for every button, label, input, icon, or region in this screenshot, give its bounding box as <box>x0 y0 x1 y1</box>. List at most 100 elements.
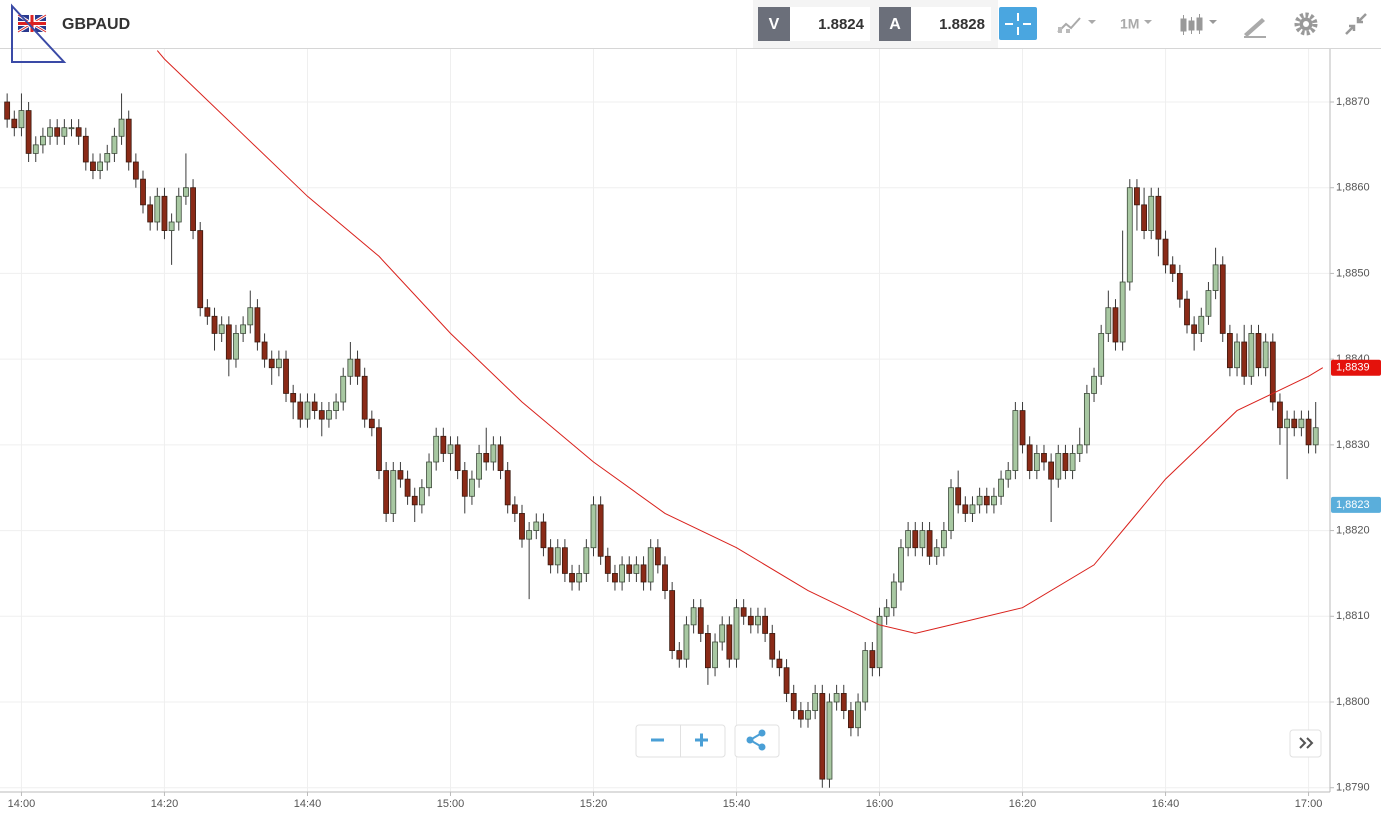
candle-body <box>1305 418 1312 446</box>
candle-body <box>783 667 790 694</box>
collapse-button[interactable] <box>1345 13 1367 35</box>
candle-body <box>597 504 604 557</box>
candle-body <box>669 590 676 651</box>
candle-body <box>318 410 325 420</box>
x-tick-label: 15:20 <box>580 798 608 810</box>
zoom-in-button[interactable] <box>695 733 708 747</box>
candle-body <box>926 530 933 557</box>
candle-body <box>197 230 204 309</box>
bid-label: V <box>769 16 780 33</box>
candle-style-button[interactable] <box>1180 14 1217 35</box>
candle-body <box>1112 307 1119 343</box>
candle-body <box>805 710 811 720</box>
settings-button[interactable] <box>1294 12 1318 36</box>
candle-body <box>561 547 568 574</box>
candle-body <box>1262 341 1269 369</box>
candle-body <box>476 453 482 480</box>
candle-body <box>848 710 854 729</box>
grid <box>0 48 1330 792</box>
x-tick-label: 16:40 <box>1152 798 1180 810</box>
candle-body <box>705 633 711 669</box>
candle-body <box>361 375 368 420</box>
candle-body <box>47 127 53 137</box>
candle-body <box>397 470 404 480</box>
candle-body <box>140 178 146 206</box>
candle-body <box>254 307 261 343</box>
x-tick-label: 14:00 <box>8 798 36 810</box>
bid-box[interactable] <box>790 7 870 41</box>
candle-body <box>840 693 847 711</box>
candle-body <box>111 135 118 154</box>
x-tick-label: 14:40 <box>294 798 322 810</box>
candle-body <box>733 607 740 660</box>
instrument-title: GBPAUD <box>62 16 130 33</box>
candle-body <box>1248 333 1255 377</box>
bid-badge[interactable] <box>758 7 790 41</box>
candle-body <box>125 118 132 163</box>
candle-body <box>626 564 633 574</box>
candle-body <box>268 358 275 369</box>
candle-body <box>1176 273 1183 300</box>
candle-body <box>1055 453 1062 480</box>
candle-body <box>376 427 382 471</box>
candle-body <box>697 607 704 634</box>
candle-body <box>1019 410 1026 446</box>
candle-body <box>326 410 332 420</box>
timeframe-arrow <box>1144 20 1152 24</box>
candle-body <box>275 358 282 369</box>
candle-body <box>418 487 425 506</box>
candle-body <box>619 564 625 583</box>
candle-body <box>1048 461 1055 480</box>
candle-body <box>1062 453 1069 471</box>
candle-body <box>283 358 289 394</box>
candle-body <box>469 478 475 497</box>
candle-body <box>569 573 575 583</box>
candle-body <box>1134 187 1140 206</box>
candle-body <box>740 607 747 617</box>
y-tick-label: 1,8800 <box>1336 696 1370 708</box>
candle-body <box>826 701 833 780</box>
candle-body <box>340 375 347 403</box>
candle-body <box>919 530 926 549</box>
plot <box>4 50 1324 788</box>
candle-body <box>790 693 797 711</box>
x-tick-label: 16:20 <box>1009 798 1037 810</box>
candle-body <box>1083 393 1090 446</box>
ask-box[interactable] <box>911 7 991 41</box>
scroll-to-end-button[interactable] <box>1289 729 1322 758</box>
candle-body <box>933 547 940 557</box>
drawing-tools-button[interactable] <box>1244 18 1266 38</box>
candle-body <box>1191 324 1198 334</box>
candle-body <box>304 401 311 420</box>
candle-body <box>497 444 504 471</box>
ask-badge[interactable] <box>879 7 911 41</box>
instrument-logo <box>11 3 67 63</box>
candle-body <box>1076 444 1083 454</box>
candle-body <box>712 641 718 669</box>
candle-body <box>912 530 919 549</box>
candle-body <box>132 161 139 180</box>
timeframe-button[interactable]: 1M <box>1120 16 1139 32</box>
candle-body <box>354 358 361 377</box>
candle-body <box>154 195 161 223</box>
moving-average-line <box>156 50 1324 634</box>
candle-body <box>1012 410 1019 471</box>
candle-body <box>68 127 75 130</box>
share-button[interactable] <box>734 724 780 758</box>
candle-body <box>955 487 962 506</box>
candle-body <box>1091 375 1097 394</box>
chart-type-button[interactable] <box>1057 17 1096 33</box>
candle-body <box>1277 401 1283 429</box>
y-tick-label: 1,8860 <box>1336 182 1370 194</box>
candle-body <box>32 144 39 154</box>
candle-body <box>962 504 969 514</box>
y-tick-label: 1,8830 <box>1336 439 1370 451</box>
crosshair-button[interactable] <box>999 7 1037 40</box>
candle-body <box>1234 341 1240 369</box>
candle-body <box>647 547 654 583</box>
candle-body <box>82 135 89 163</box>
toolbar <box>0 0 1381 48</box>
candle-body <box>390 470 397 514</box>
candle-body <box>404 478 411 497</box>
candle-body <box>1205 290 1212 317</box>
